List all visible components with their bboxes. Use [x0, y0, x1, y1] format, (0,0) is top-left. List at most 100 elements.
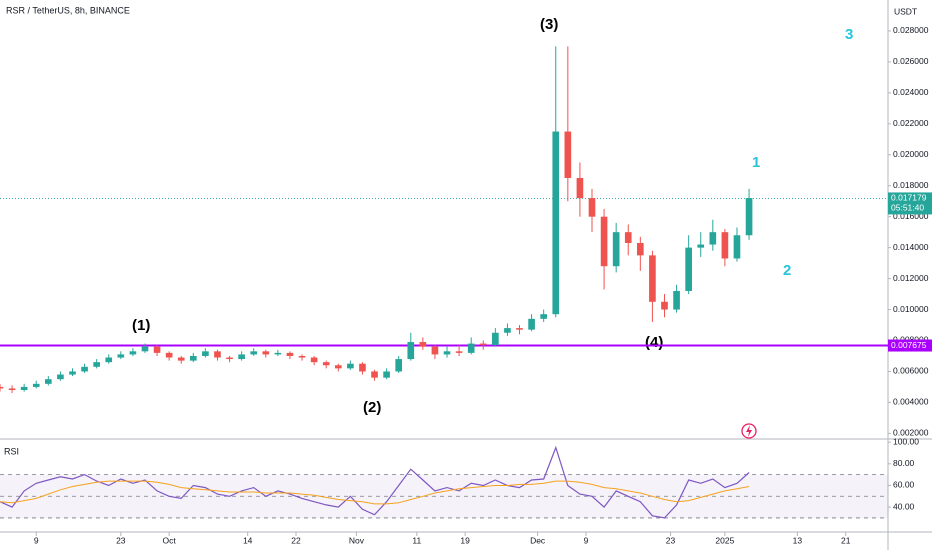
candle-body	[298, 355, 306, 358]
candle-body	[57, 374, 64, 380]
candle-body	[129, 351, 137, 355]
x-tick-label: Oct	[163, 535, 177, 545]
candle-body	[709, 232, 717, 245]
y-tick-label: 0.018000	[893, 180, 929, 190]
y-tick-label: 0.012000	[893, 273, 929, 283]
candle-body	[455, 351, 463, 353]
candle-body	[600, 216, 608, 267]
candle-body	[383, 371, 390, 378]
y-tick-label: 0.026000	[893, 56, 929, 66]
candle-body	[721, 232, 729, 259]
candle-body	[286, 352, 294, 356]
wave-annotation: (1)	[132, 317, 150, 334]
last-price-label: 0.017179	[891, 193, 927, 203]
candle-body	[334, 365, 342, 369]
x-tick-label: 23	[666, 535, 676, 545]
candle-body	[637, 242, 644, 256]
x-tick-label: 13	[793, 535, 803, 545]
rsi-line	[0, 445, 750, 519]
candle-body	[479, 343, 487, 346]
level-label-bg	[888, 339, 932, 352]
candle-body	[153, 346, 161, 353]
candle-body	[226, 357, 233, 360]
candle-body	[492, 332, 499, 346]
y-tick-label: 0.020000	[893, 149, 929, 159]
y-tick-label: 0.004000	[893, 397, 929, 407]
candle-body	[117, 354, 125, 358]
candle-body	[69, 371, 76, 375]
candle-body	[733, 235, 741, 259]
candle-body	[20, 386, 28, 391]
candle-body	[540, 314, 547, 319]
x-tick-label: 11	[412, 535, 421, 545]
x-tick-label: 2025	[715, 535, 734, 545]
candle-body	[347, 363, 354, 369]
rsi-tick-label: 40.00	[893, 501, 915, 511]
y-tick-label: 0.010000	[893, 304, 929, 314]
y-tick-label: 0.024000	[893, 87, 929, 97]
candle-body	[45, 379, 52, 384]
rsi-tick-label: 80.00	[893, 458, 915, 468]
candle-body	[576, 177, 584, 199]
y-tick-label: 0.016000	[893, 211, 929, 221]
last-price-bg	[888, 192, 932, 215]
candle-body	[262, 351, 270, 355]
candle-body	[371, 371, 378, 378]
candle-body	[165, 352, 173, 358]
countdown-label: 05:51:40	[891, 203, 924, 213]
y-tick-label: 0.028000	[893, 25, 929, 35]
x-tick-label: 23	[116, 535, 126, 545]
wave-annotation: (3)	[540, 16, 558, 33]
flash-icon[interactable]	[741, 423, 757, 439]
candle-body	[419, 342, 427, 347]
y-tick-label: 0.002000	[893, 428, 929, 438]
candle-body	[322, 362, 330, 366]
candle-body	[250, 351, 258, 355]
wave-annotation: (4)	[645, 334, 663, 351]
currency-label: USDT	[894, 6, 917, 16]
rsi-tick-label: 60.00	[893, 480, 915, 490]
candle-body	[516, 328, 523, 330]
candle-body	[745, 198, 753, 236]
candle-body	[274, 352, 282, 355]
candle-body	[93, 362, 100, 367]
candle-body	[528, 318, 535, 330]
rsi-tick-label: 100.00	[893, 436, 919, 446]
candle-body	[407, 342, 415, 360]
candle-body	[564, 131, 572, 178]
candle-body	[359, 363, 366, 372]
candle-body	[81, 366, 88, 372]
y-tick-label: 0.006000	[893, 366, 929, 376]
candle-body	[685, 247, 692, 291]
y-tick-label: 0.022000	[893, 118, 929, 128]
candle-body	[310, 357, 318, 363]
rsi-line	[0, 480, 750, 505]
candle-body	[697, 244, 705, 248]
candle-body	[141, 346, 149, 352]
candle-body	[661, 301, 668, 310]
x-tick-label: 9	[34, 535, 39, 545]
candle-body	[0, 386, 4, 389]
candle-body	[431, 346, 439, 355]
candle-body	[238, 354, 245, 360]
x-tick-label: Dec	[530, 535, 546, 545]
x-tick-label: Nov	[349, 535, 365, 545]
wave-label: 2	[783, 262, 791, 279]
x-tick-label: 14	[243, 535, 253, 545]
candle-body	[105, 357, 113, 363]
candle-body	[649, 255, 656, 302]
candle-body	[202, 351, 209, 356]
x-tick-label: 22	[291, 535, 301, 545]
candle-body	[214, 351, 221, 358]
candle-body	[612, 232, 620, 267]
wave-annotation: (2)	[363, 399, 381, 416]
candle-body	[8, 388, 16, 391]
level-label: 0.007675	[891, 340, 927, 350]
candle-body	[552, 131, 560, 315]
candle-body	[673, 290, 680, 310]
candle-body	[189, 355, 197, 361]
x-tick-label: 21	[841, 535, 851, 545]
x-tick-label: 9	[584, 535, 589, 545]
